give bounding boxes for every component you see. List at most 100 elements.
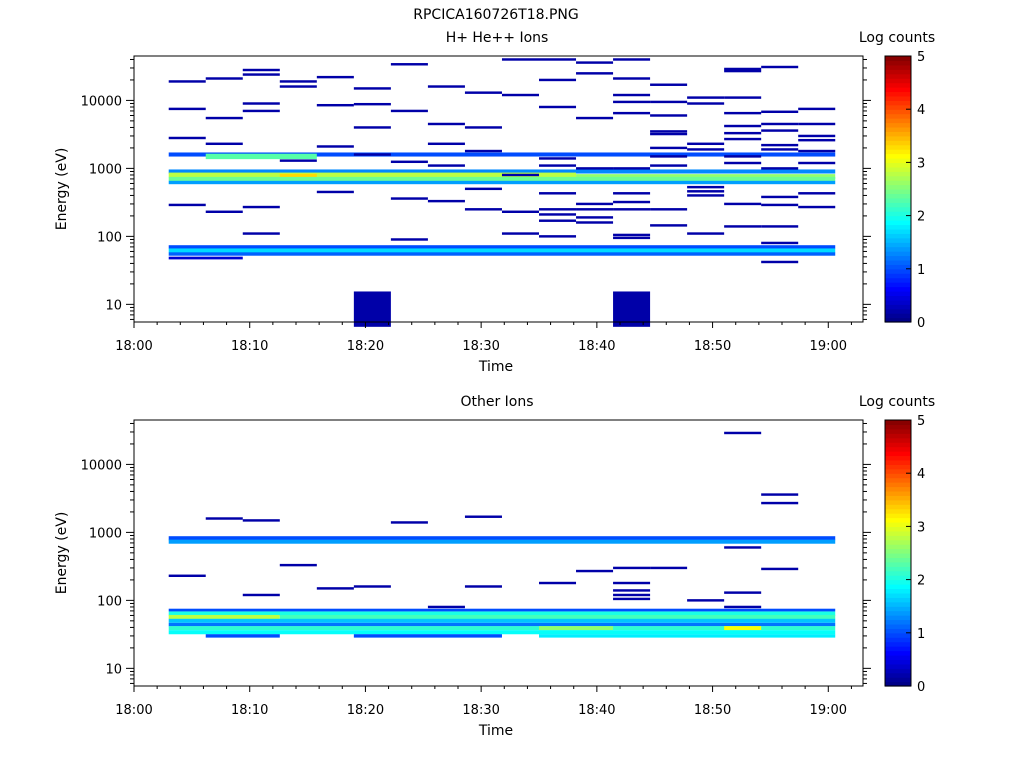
- colorbar-segment: [885, 628, 911, 634]
- spectrogram-cell: [724, 546, 762, 549]
- spectrogram-cell: [205, 517, 243, 520]
- colorbar-segment: [885, 153, 911, 159]
- colorbar-segment: [885, 663, 911, 669]
- colorbar-segment: [885, 149, 911, 155]
- colorbar-segment: [885, 228, 911, 234]
- colorbar-segment: [885, 575, 911, 581]
- spectrogram-cell: [539, 213, 577, 216]
- spectrogram-cell: [353, 153, 391, 156]
- spectrogram-cell: [650, 208, 688, 211]
- colorbar-segment: [885, 517, 911, 523]
- spectrogram-band: [168, 622, 836, 627]
- spectrogram-cell: [316, 145, 354, 148]
- spectrogram-cell: [798, 192, 836, 195]
- colorbar-segment: [885, 650, 911, 656]
- colorbar-tick-label: 0: [917, 680, 925, 695]
- colorbar-segment: [885, 420, 911, 426]
- spectrogram-cell: [724, 67, 762, 71]
- colorbar-segment: [885, 526, 911, 532]
- spectrogram-cell: [687, 148, 725, 151]
- spectrogram-cell: [687, 185, 725, 189]
- spectrogram-cell: [242, 205, 280, 209]
- x-axis-label: Time: [478, 723, 513, 739]
- colorbar-segment: [885, 73, 911, 79]
- colorbar-segment: [885, 646, 911, 652]
- spectrogram-cell: [501, 173, 539, 177]
- spectrogram-cell: [798, 122, 836, 126]
- spectrogram-data: [168, 58, 836, 327]
- spectrogram-cell: [798, 205, 836, 209]
- spectrogram-cell: [242, 102, 280, 105]
- spectrogram-cell: [390, 160, 428, 164]
- spectrogram-cell: [576, 61, 614, 64]
- colorbar-segment: [885, 619, 911, 625]
- colorbar-segment: [885, 135, 911, 141]
- colorbar-segment: [885, 672, 911, 678]
- colorbar-segment: [885, 610, 911, 616]
- spectrogram-cell: [242, 232, 280, 235]
- colorbar-segment: [885, 446, 911, 452]
- colorbar-segment: [885, 654, 911, 660]
- spectrogram-cell: [427, 199, 465, 203]
- spectrogram-cell: [724, 124, 762, 128]
- plot-frame: [133, 55, 864, 323]
- spectrogram-cell: [464, 187, 502, 191]
- spectrogram-cell: [279, 159, 317, 162]
- spectrogram-cell: [539, 105, 577, 109]
- y-axis-label: Energy (eV): [54, 148, 70, 231]
- spectrogram-cell: [576, 221, 614, 224]
- spectrogram-cell: [761, 195, 799, 199]
- panel-other-ions: Other Ions Log counts Time Energy (eV) 1…: [54, 394, 935, 739]
- colorbar-segment: [885, 277, 911, 283]
- colorbar-segment: [885, 251, 911, 257]
- colorbar-segment: [885, 659, 911, 665]
- colorbar-segment: [885, 637, 911, 643]
- spectrogram-cell: [724, 137, 762, 141]
- spectrogram-band: [613, 291, 651, 327]
- x-tick-label: 18:30: [462, 703, 499, 718]
- colorbar-segment: [885, 561, 911, 567]
- spectrogram-cell: [761, 493, 799, 496]
- spectrogram-cell: [724, 155, 762, 158]
- x-tick-label: 18:10: [231, 703, 268, 718]
- spectrogram-cell: [427, 605, 465, 609]
- colorbar-segment: [885, 504, 911, 510]
- colorbar-segment: [885, 282, 911, 288]
- spectrogram-cell: [205, 77, 243, 80]
- colorbar-segment: [885, 104, 911, 110]
- colorbar-title: Log counts: [859, 394, 935, 410]
- colorbar-segment: [885, 56, 911, 62]
- spectrogram-cell: [576, 569, 614, 573]
- colorbar-segment: [885, 237, 911, 243]
- colorbar-segment: [885, 189, 911, 195]
- spectrogram-cell: [539, 78, 577, 82]
- spectrogram-cell: [205, 142, 243, 146]
- x-tick-label: 18:40: [578, 703, 615, 718]
- colorbar-segment: [885, 304, 911, 310]
- spectrogram-cell: [242, 519, 280, 522]
- spectrogram-cell: [650, 83, 688, 86]
- x-tick-label: 18:50: [694, 703, 731, 718]
- x-tick-label: 18:30: [462, 339, 499, 354]
- colorbar-segment: [885, 171, 911, 177]
- spectrogram-cell: [576, 167, 614, 170]
- spectrogram-cell: [761, 129, 799, 132]
- colorbar-segment: [885, 255, 911, 261]
- colorbar-segment: [885, 197, 911, 203]
- colorbar-segment: [885, 433, 911, 439]
- colorbar-segment: [885, 459, 911, 465]
- spectrogram-cell: [687, 102, 725, 105]
- spectrogram-cell: [242, 73, 280, 76]
- colorbar-segment: [885, 623, 911, 629]
- spectrogram-cell: [390, 63, 428, 66]
- colorbar-segment: [885, 87, 911, 93]
- colorbar-segment: [885, 548, 911, 554]
- colorbar-segment: [885, 490, 911, 496]
- spectrogram-cell: [576, 116, 614, 120]
- spectrogram-cell: [613, 566, 651, 570]
- colorbar-segment: [885, 215, 911, 221]
- spectrogram-cell: [316, 587, 354, 590]
- colorbar-segment: [885, 615, 911, 621]
- colorbar-segment: [885, 592, 911, 598]
- spectrogram-cell: [613, 236, 651, 240]
